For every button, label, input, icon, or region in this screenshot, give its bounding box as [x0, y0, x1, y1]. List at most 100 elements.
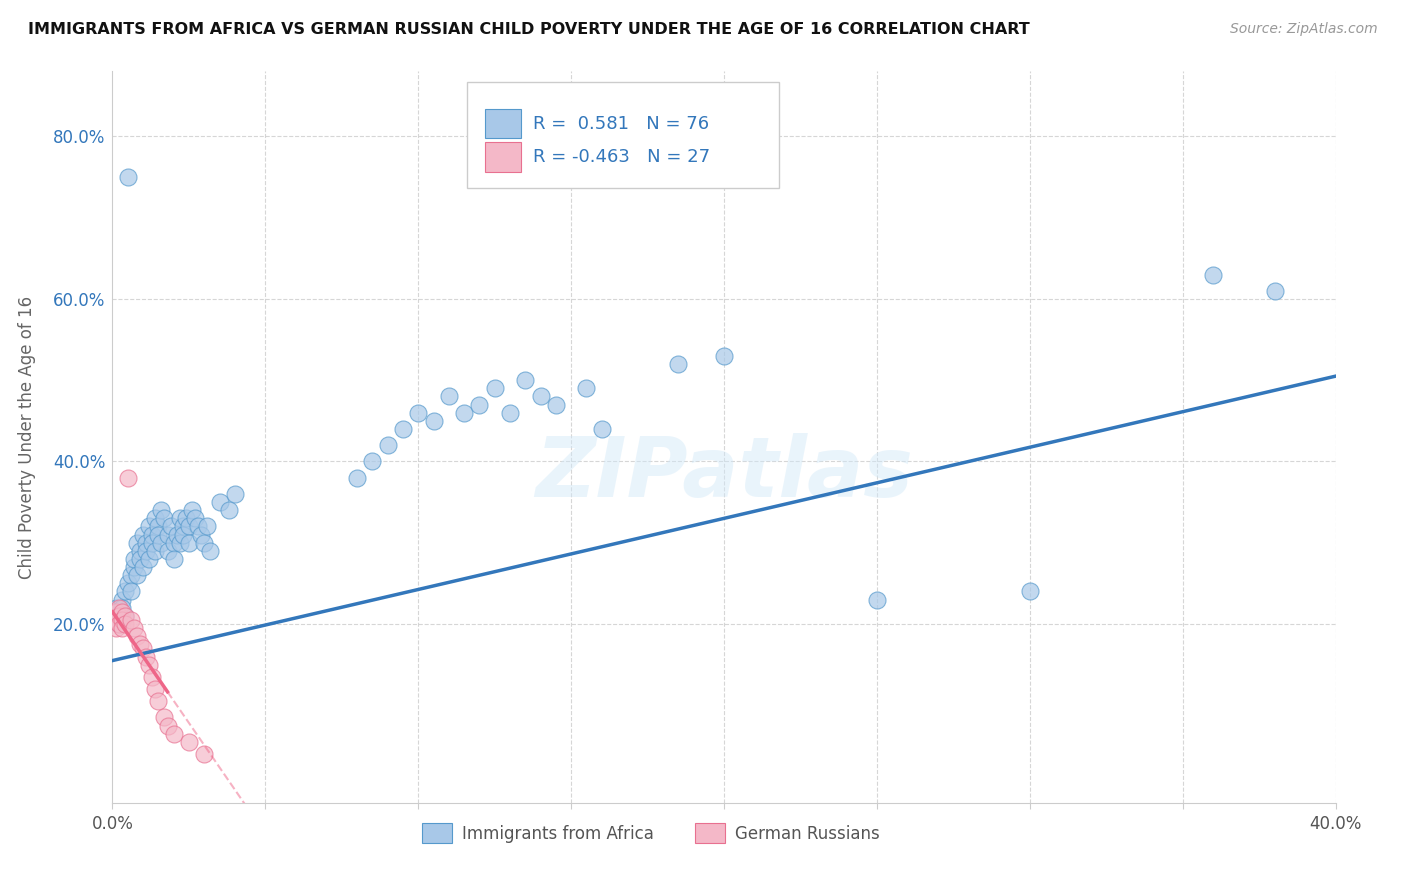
Point	[111, 621, 134, 635]
Point	[120, 568, 142, 582]
Point	[174, 511, 197, 525]
Point	[132, 527, 155, 541]
Point	[184, 511, 207, 525]
Point	[107, 608, 129, 623]
Point	[156, 544, 179, 558]
Point	[132, 560, 155, 574]
Point	[141, 535, 163, 549]
Point	[422, 414, 444, 428]
Point	[107, 617, 129, 632]
Point	[138, 519, 160, 533]
Point	[172, 519, 194, 533]
Point	[453, 406, 475, 420]
Point	[120, 584, 142, 599]
Point	[125, 568, 148, 582]
Point	[107, 608, 129, 623]
Point	[117, 576, 139, 591]
Point	[129, 637, 152, 651]
Point	[122, 560, 145, 574]
Point	[713, 349, 735, 363]
Point	[515, 373, 537, 387]
Point	[148, 694, 170, 708]
Point	[114, 608, 136, 623]
Point	[177, 735, 200, 749]
Point	[104, 600, 127, 615]
Point	[135, 649, 157, 664]
Point	[177, 519, 200, 533]
Point	[148, 527, 170, 541]
Point	[187, 519, 209, 533]
Point	[117, 169, 139, 184]
Point	[468, 398, 491, 412]
Point	[104, 613, 127, 627]
FancyBboxPatch shape	[485, 142, 522, 172]
Point	[575, 381, 598, 395]
Point	[125, 535, 148, 549]
Point	[193, 747, 215, 761]
Point	[125, 629, 148, 643]
Point	[1018, 584, 1040, 599]
Point	[437, 389, 460, 403]
Y-axis label: Child Poverty Under the Age of 16: Child Poverty Under the Age of 16	[18, 295, 37, 579]
Point	[107, 617, 129, 632]
Text: R = -0.463   N = 27: R = -0.463 N = 27	[533, 148, 710, 166]
Point	[138, 657, 160, 672]
Point	[141, 670, 163, 684]
Point	[148, 519, 170, 533]
Point	[163, 535, 186, 549]
Point	[135, 544, 157, 558]
Point	[169, 511, 191, 525]
Point	[143, 681, 166, 696]
Point	[163, 552, 186, 566]
Point	[138, 552, 160, 566]
Point	[122, 552, 145, 566]
Point	[866, 592, 889, 607]
Point	[150, 503, 173, 517]
Point	[484, 381, 506, 395]
Point	[129, 552, 152, 566]
Point	[224, 487, 246, 501]
Point	[166, 527, 188, 541]
Point	[107, 600, 129, 615]
Point	[346, 471, 368, 485]
Point	[111, 592, 134, 607]
Point	[114, 584, 136, 599]
Point	[181, 503, 204, 517]
Point	[141, 527, 163, 541]
Point	[150, 535, 173, 549]
FancyBboxPatch shape	[467, 82, 779, 188]
Point	[163, 727, 186, 741]
FancyBboxPatch shape	[485, 109, 522, 138]
Point	[591, 422, 613, 436]
Point	[153, 710, 176, 724]
Point	[172, 527, 194, 541]
Point	[408, 406, 430, 420]
Point	[143, 544, 166, 558]
Point	[153, 511, 176, 525]
Point	[143, 511, 166, 525]
Point	[499, 406, 522, 420]
Point	[208, 495, 231, 509]
Point	[361, 454, 384, 468]
Point	[104, 621, 127, 635]
Text: ZIPatlas: ZIPatlas	[536, 434, 912, 514]
Point	[104, 605, 127, 619]
Point	[132, 641, 155, 656]
Point	[111, 605, 134, 619]
Point	[114, 608, 136, 623]
Point	[544, 398, 567, 412]
Point	[129, 544, 152, 558]
Legend: Immigrants from Africa, German Russians: Immigrants from Africa, German Russians	[415, 817, 887, 849]
Point	[111, 600, 134, 615]
Point	[193, 535, 215, 549]
Point	[530, 389, 553, 403]
Point	[135, 535, 157, 549]
Point	[122, 621, 145, 635]
Point	[218, 503, 240, 517]
Point	[1202, 268, 1225, 282]
Point	[1264, 284, 1286, 298]
Point	[195, 519, 218, 533]
Point	[156, 527, 179, 541]
Point	[177, 535, 200, 549]
Text: R =  0.581   N = 76: R = 0.581 N = 76	[533, 114, 710, 133]
